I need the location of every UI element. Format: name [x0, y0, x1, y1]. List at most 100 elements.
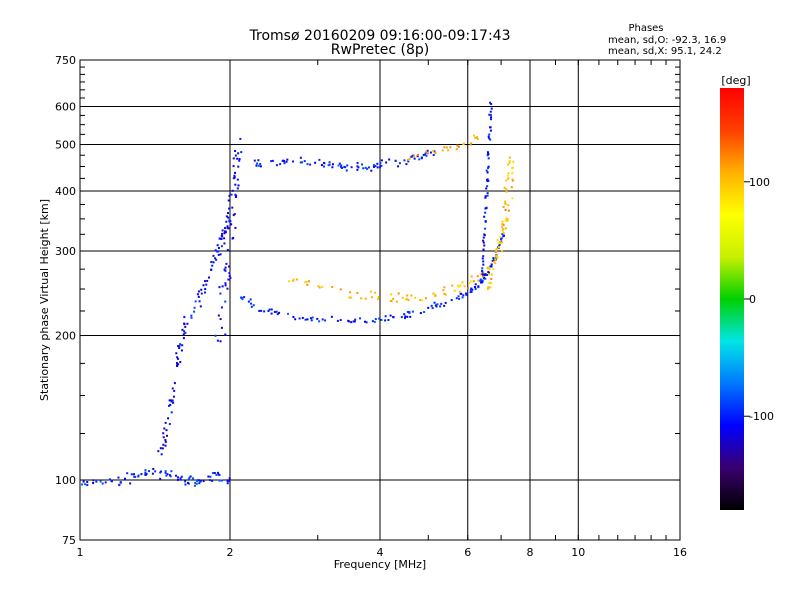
- data-point: [418, 158, 421, 161]
- data-point: [110, 480, 113, 483]
- data-point: [310, 319, 313, 322]
- data-point: [226, 225, 229, 228]
- data-point: [479, 273, 482, 276]
- data-point: [410, 294, 413, 297]
- data-point: [413, 155, 416, 158]
- data-point: [482, 241, 485, 244]
- data-point: [474, 283, 477, 286]
- data-point: [197, 479, 200, 482]
- data-point: [504, 208, 507, 211]
- data-point: [179, 361, 182, 364]
- data-point: [162, 436, 165, 439]
- x-tick-label: 4: [377, 546, 384, 559]
- data-point: [175, 352, 178, 355]
- data-point: [226, 248, 229, 251]
- data-point: [220, 306, 223, 309]
- data-point: [499, 235, 502, 238]
- data-point: [314, 161, 317, 164]
- data-point: [424, 153, 427, 156]
- data-point: [484, 274, 487, 277]
- data-point: [485, 179, 488, 182]
- data-point: [482, 248, 485, 251]
- data-point: [390, 300, 393, 303]
- data-point: [487, 179, 490, 182]
- data-point: [301, 161, 304, 164]
- data-point: [429, 151, 432, 154]
- data-point: [216, 250, 219, 253]
- data-point: [488, 126, 491, 129]
- data-point: [186, 322, 189, 325]
- data-point: [226, 226, 229, 229]
- data-point: [119, 481, 122, 484]
- data-point: [483, 234, 486, 237]
- data-point: [490, 263, 493, 266]
- data-point: [376, 298, 379, 301]
- data-point: [367, 166, 370, 169]
- data-point: [165, 429, 168, 432]
- data-point: [470, 287, 473, 290]
- data-point: [512, 166, 515, 169]
- data-point: [218, 286, 221, 289]
- data-point: [168, 474, 171, 477]
- data-point: [479, 278, 482, 281]
- data-point: [475, 136, 478, 139]
- data-point: [162, 443, 165, 446]
- data-point: [378, 166, 381, 169]
- data-point: [223, 237, 226, 240]
- data-point: [482, 236, 485, 239]
- data-point: [172, 395, 175, 398]
- data-point: [331, 166, 334, 169]
- data-point: [465, 293, 468, 296]
- data-point: [450, 299, 453, 302]
- data-point: [340, 166, 343, 169]
- data-point: [180, 349, 183, 352]
- data-point: [471, 288, 474, 291]
- data-point: [306, 283, 309, 286]
- data-point: [460, 292, 463, 295]
- data-point: [364, 297, 367, 300]
- data-point: [159, 447, 162, 450]
- data-point: [492, 268, 495, 271]
- data-point: [416, 155, 419, 158]
- data-point: [486, 273, 489, 276]
- data-point: [132, 473, 135, 476]
- data-point: [463, 285, 466, 288]
- data-point: [495, 249, 498, 252]
- data-point: [495, 250, 498, 253]
- data-point: [164, 440, 167, 443]
- data-point: [225, 215, 228, 218]
- x-tick-label: 1: [77, 546, 84, 559]
- x-tick-label: 16: [673, 546, 687, 559]
- data-point: [360, 297, 363, 300]
- data-point: [267, 309, 270, 312]
- data-point: [490, 282, 493, 285]
- data-point: [372, 164, 375, 167]
- data-point: [215, 258, 218, 261]
- data-point: [488, 133, 491, 136]
- data-point: [318, 158, 321, 161]
- data-point: [424, 151, 427, 154]
- data-point: [228, 480, 231, 483]
- data-point: [470, 142, 473, 145]
- data-point: [489, 138, 492, 141]
- data-point: [506, 218, 509, 221]
- data-point: [443, 292, 446, 295]
- data-point: [380, 164, 383, 167]
- data-point: [484, 195, 487, 198]
- data-point: [490, 118, 493, 121]
- data-point: [210, 260, 213, 263]
- data-point: [390, 293, 393, 296]
- data-point: [510, 167, 513, 170]
- data-point: [336, 319, 339, 322]
- data-point: [227, 199, 230, 202]
- data-point: [480, 279, 483, 282]
- data-point: [228, 219, 231, 222]
- phases-heading: Phases: [628, 23, 663, 34]
- data-point: [226, 482, 229, 485]
- data-point: [211, 479, 214, 482]
- data-point: [179, 343, 182, 346]
- data-point: [340, 164, 343, 167]
- data-point: [220, 326, 223, 329]
- data-point: [479, 279, 482, 282]
- data-point: [260, 309, 263, 312]
